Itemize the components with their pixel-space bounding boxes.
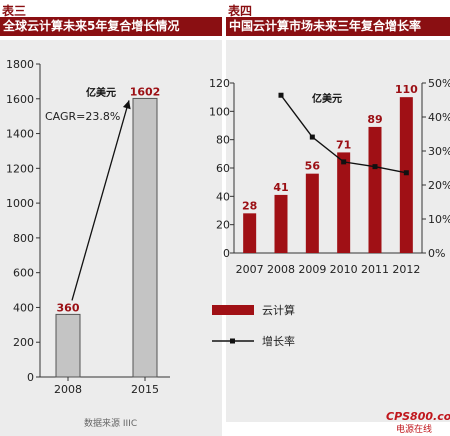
bar-value-label: 110 [395,83,418,96]
growth-arrow-head [122,100,131,110]
legend-swatch-marker [230,338,235,344]
y-tick-label: 60 [216,162,230,175]
source-note: 数据来源 IIIC [84,417,137,429]
x-tick-label: 2008 [54,383,82,396]
table-label-right: 表四 [228,4,253,18]
y-right-tick-label: 20% [428,179,450,192]
y-tick-label: 40 [216,190,230,203]
x-tick-label: 2008 [267,263,295,276]
growth-rate-point [278,92,284,98]
unit-label-right: 亿美元 [312,92,342,105]
left-panel: 表三 全球云计算未来5年复合增长情况 0 200 400 600 800 1000 1200… [0,0,222,436]
bar-value-label: 1602 [130,85,161,98]
bar-value-label: 56 [305,160,321,173]
y-tick-label: 1400 [6,128,34,141]
y-right-tick-label: 50% [428,77,450,90]
y-tick-label: 80 [216,134,230,147]
y-tick-label: 1600 [6,93,34,106]
y-tick-label: 0 [223,247,230,260]
bar [337,152,351,253]
y-tick-label: 600 [13,267,34,280]
watermark-logo: CPS800.com [386,410,450,423]
right-panel: 表四 中国云计算市场未来三年复合增长率 0 20 40 60 80 100 120 0% 10%… [209,0,450,436]
growth-rate-point [403,170,409,176]
chart-left: 0 200 400 600 800 1000 1200 1400 1600 1800 360 2008… [6,58,170,429]
table-label-left: 表三 [2,4,27,18]
x-tick-label: 2007 [236,263,264,276]
chart-title-right: 中国云计算市场未来三年复合增长率 [226,17,450,36]
y-tick-label: 100 [209,105,230,118]
bar-value-label: 89 [367,113,382,126]
y-right-tick-label: 10% [428,213,450,226]
growth-rate-point [372,164,378,170]
y-tick-label: 200 [13,336,34,349]
cagr-annotation: CAGR=23.8% [45,110,120,123]
y-tick-label: 800 [13,232,34,245]
bar-value-label: 360 [57,301,80,314]
growth-rate-point [341,159,347,165]
y-right-tick-label: 30% [428,145,450,158]
bar-value-label: 28 [242,199,257,212]
bar [243,213,257,253]
y-tick-label: 0 [27,371,34,384]
watermark-subtitle: 电源在线 [396,423,432,435]
bar [55,313,81,378]
growth-rate-point [309,134,315,140]
y-tick-label: 20 [216,219,230,232]
x-tick-label: 2015 [131,383,159,396]
x-tick-label: 2012 [392,263,420,276]
y-right-tick-label: 0% [428,247,445,260]
y-tick-label: 1800 [6,58,34,71]
y-tick-label: 400 [13,301,34,314]
bar-value-label: 41 [273,181,288,194]
legend-label-bars: 云计算 [262,303,295,317]
legend-swatch-bars [212,305,254,315]
bar [274,194,288,253]
x-tick-label: 2009 [298,263,326,276]
x-tick-label: 2010 [330,263,358,276]
y-tick-label: 1000 [6,197,34,210]
y-tick-label: 1200 [6,162,34,175]
legend-label-line: 增长率 [262,334,295,348]
bar [368,126,382,253]
bar-value-label: 71 [336,138,351,151]
y-tick-label: 120 [209,77,230,90]
y-right-tick-label: 40% [428,111,450,124]
chart-title-left: 全球云计算未来5年复合增长情况 [0,17,222,36]
growth-arrow [71,100,130,301]
x-tick-label: 2011 [361,263,389,276]
unit-label-left: 亿美元 [86,86,116,99]
chart-right: 0 20 40 60 80 100 120 0% 10% 20% 30% 40% 50% 28 2007 41… [209,77,450,435]
bar [132,97,158,378]
bar [305,173,319,253]
